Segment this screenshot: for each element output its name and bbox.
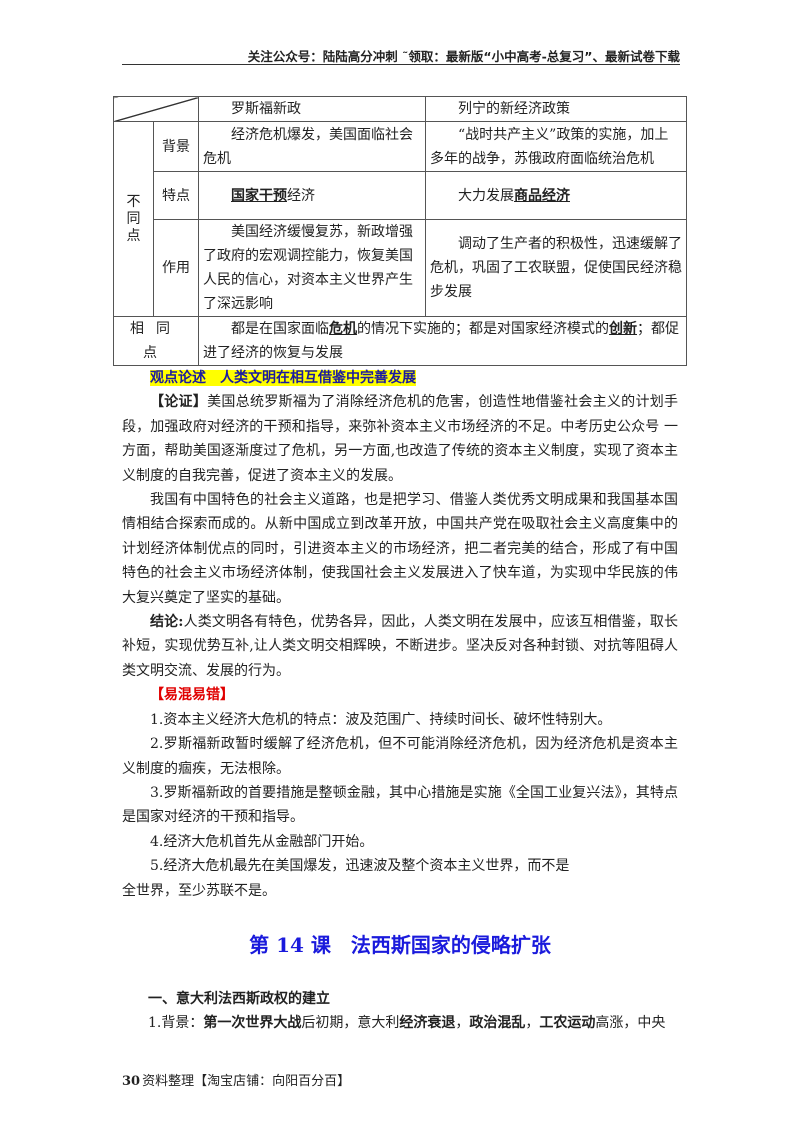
argument-paragraph: 【论证】美国总统罗斯福为了消除经济危机的危害，创造性地借鉴社会主义的计划手段，加… bbox=[122, 394, 679, 484]
viewpoint-section: 观点论述 人类文明在相互借鉴中完善发展 【论证】美国总统罗斯福为了消除经济危机的… bbox=[122, 366, 678, 903]
page-header: 关注公众号：陆陆高分冲刺 ˜领取：最新版“小中高考-总复习”、最新试卷下载 bbox=[247, 49, 680, 64]
row-label-same: 相同点 bbox=[113, 316, 199, 366]
mistake-item: 5.经济大危机最先在美国爆发，迅速波及整个资本主义世界，而不是 bbox=[150, 858, 570, 875]
lenin-feature: 大力发展商品经济 bbox=[425, 171, 687, 220]
china-paragraph: 我国有中国特色的社会主义道路，也是把学习、借鉴人类优秀文明成果和我国基本国情相结… bbox=[122, 492, 678, 606]
mistake-item: 2.罗斯福新政暂时缓解了经济危机，但不可能消除经济危机，因为经济危机是资本主义制… bbox=[122, 736, 678, 777]
page-content: 罗斯福新政 列宁的新经济政策 不同点 背景 经济危机爆发，美国面临社会危机 “战… bbox=[113, 96, 687, 1036]
comparison-table: 罗斯福新政 列宁的新经济政策 不同点 背景 经济危机爆发，美国面临社会危机 “战… bbox=[113, 96, 687, 366]
mistake-item: 4.经济大危机首先从金融部门开始。 bbox=[150, 833, 374, 850]
mistake-item-cont: 全世界，至少苏联不是。 bbox=[122, 882, 276, 899]
page-number: 30 bbox=[122, 1074, 141, 1089]
background-line: 1.背景：第一次世界大战后初期，意大利经济衰退，政治混乱，工农运动高涨，中央 bbox=[148, 1015, 666, 1032]
row-label-feature: 特点 bbox=[153, 171, 199, 220]
footer-text: 资料整理【淘宝店铺：向阳百分百】 bbox=[142, 1074, 351, 1089]
page-footer: 30 资料整理【淘宝店铺：向阳百分百】 bbox=[122, 1070, 350, 1089]
mistake-item: 3.罗斯福新政的首要措施是整顿金融，其中心措施是实施《全国工业复兴法》，其特点是… bbox=[122, 784, 678, 826]
row-label-background: 背景 bbox=[153, 121, 199, 172]
corner-cell bbox=[113, 96, 199, 122]
roosevelt-effect: 美国经济缓慢复苏，新政增强了政府的宏观调控能力，恢复美国人民的信心，对资本主义世… bbox=[198, 219, 426, 317]
roosevelt-feature: 国家干预经济 bbox=[198, 171, 426, 220]
lenin-background: “战时共产主义”政策的实施，加上多年的战争，苏俄政府面临统治危机 bbox=[425, 121, 687, 172]
lenin-effect: 调动了生产者的积极性，迅速缓解了危机，巩固了工农联盟，促使国民经济稳步发展 bbox=[425, 219, 687, 317]
col-header-lenin: 列宁的新经济政策 bbox=[425, 96, 687, 122]
viewpoint-heading: 观点论述 人类文明在相互借鉴中完善发展 bbox=[150, 370, 416, 386]
roosevelt-background: 经济危机爆发，美国面临社会危机 bbox=[198, 121, 426, 172]
col-header-roosevelt: 罗斯福新政 bbox=[198, 96, 426, 122]
conclusion-paragraph: 结论:人类文明各有特色，优势各异，因此，人类文明在发展中，应该互相借鉴，取长补短… bbox=[122, 614, 679, 679]
section-heading: 一、意大利法西斯政权的建立 bbox=[148, 990, 330, 1007]
row-label-effect: 作用 bbox=[153, 219, 199, 317]
mistakes-heading: 【易混易错】 bbox=[150, 687, 234, 704]
mistake-item: 1.资本主义经济大危机的特点：波及范围广、持续时间长、破坏性特别大。 bbox=[150, 711, 612, 728]
diff-label: 不同点 bbox=[113, 121, 154, 317]
lesson-title: 第 14 课 法西斯国家的侵略扩张 bbox=[249, 932, 551, 957]
header-rule bbox=[122, 64, 680, 65]
same-points: 都是在国家面临危机的情况下实施的；都是对国家经济模式的创新；都促进了经济的恢复与… bbox=[198, 316, 687, 366]
